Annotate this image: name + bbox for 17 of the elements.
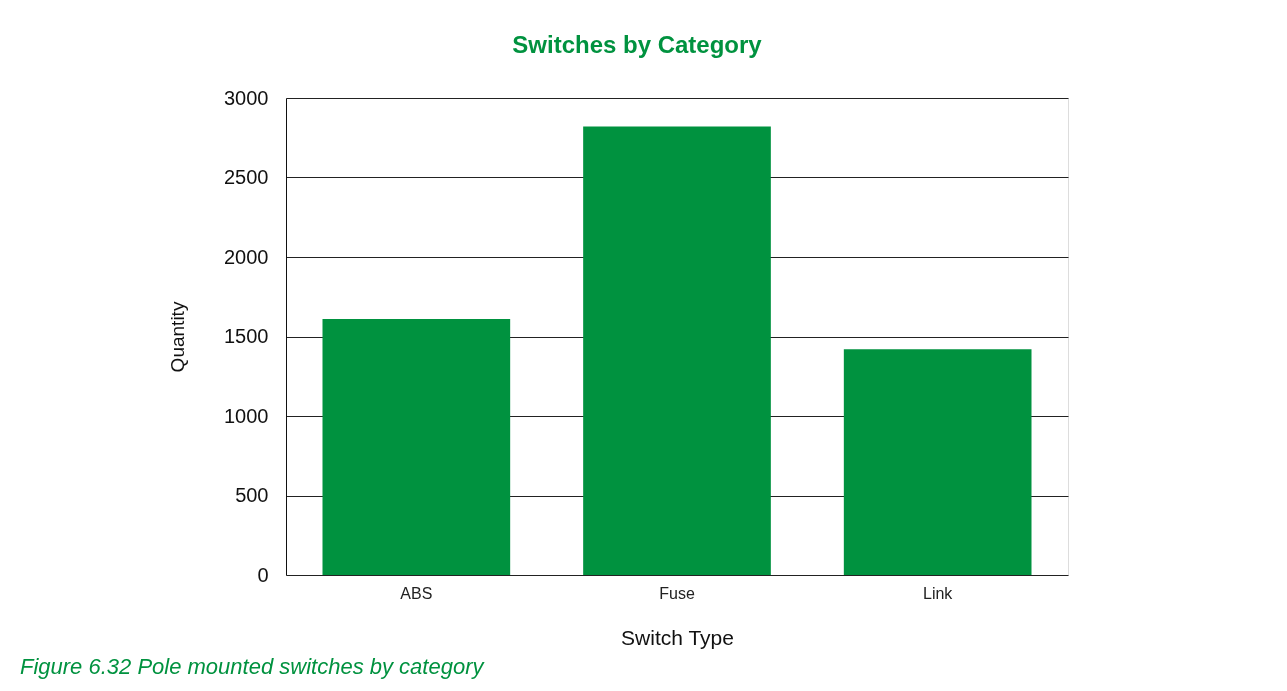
y-tick-label: 0: [257, 563, 269, 586]
y-tick-label: 2500: [224, 166, 269, 188]
bar: [583, 126, 771, 575]
x-tick-label: ABS: [400, 584, 433, 602]
x-axis-title: Switch Type: [621, 625, 734, 649]
caption: Figure 6.32 Pole mounted switches by category: [20, 654, 486, 679]
y-axis-title: Quantity: [167, 301, 189, 373]
x-tick-label: Fuse: [659, 584, 695, 602]
chart-title: Switches by Category: [512, 31, 763, 58]
y-tick-label: 1000: [224, 404, 269, 427]
bar: [843, 349, 1032, 575]
y-tick-label: 3000: [224, 86, 269, 109]
y-tick-label: 2000: [224, 245, 269, 268]
y-tick-label: 1500: [224, 325, 269, 347]
bar: [322, 319, 511, 575]
x-tick-label: Link: [922, 584, 954, 602]
y-tick-label: 500: [235, 484, 269, 506]
